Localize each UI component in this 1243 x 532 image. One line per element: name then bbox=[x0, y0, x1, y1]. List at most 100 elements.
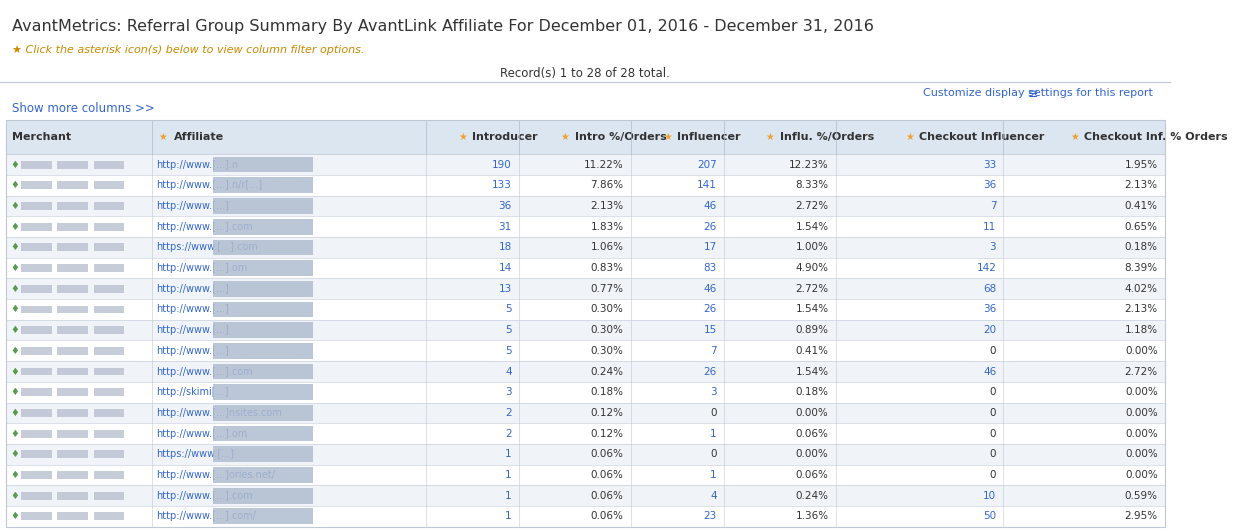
Text: ★: ★ bbox=[664, 132, 672, 142]
Bar bbox=[214, 467, 313, 483]
Bar bbox=[214, 343, 313, 359]
Text: 83: 83 bbox=[704, 263, 717, 273]
Text: 26: 26 bbox=[704, 367, 717, 377]
Bar bbox=[21, 326, 51, 334]
Text: ♦: ♦ bbox=[10, 243, 20, 252]
Bar bbox=[93, 223, 124, 231]
Text: 0.12%: 0.12% bbox=[590, 408, 624, 418]
Text: 2.72%: 2.72% bbox=[796, 284, 829, 294]
Text: Affiliate: Affiliate bbox=[174, 132, 224, 142]
Bar bbox=[6, 299, 1165, 320]
Text: ♦: ♦ bbox=[10, 367, 20, 377]
Text: http://www.[...].n: http://www.[...].n bbox=[155, 160, 239, 170]
Text: ♦: ♦ bbox=[10, 160, 20, 170]
Bar bbox=[21, 223, 51, 231]
Bar bbox=[57, 492, 88, 500]
Text: 26: 26 bbox=[704, 304, 717, 314]
Text: 1: 1 bbox=[505, 491, 512, 501]
Text: ♦: ♦ bbox=[10, 201, 20, 211]
Bar bbox=[57, 451, 88, 458]
Text: 3: 3 bbox=[505, 387, 512, 397]
Bar bbox=[93, 492, 124, 500]
Bar bbox=[214, 281, 313, 297]
Bar bbox=[57, 161, 88, 169]
Text: Merchant: Merchant bbox=[11, 132, 71, 142]
Bar bbox=[6, 506, 1165, 527]
Bar bbox=[214, 302, 313, 317]
Bar bbox=[93, 388, 124, 396]
Text: 68: 68 bbox=[983, 284, 997, 294]
Text: ♦: ♦ bbox=[10, 449, 20, 459]
Bar bbox=[6, 485, 1165, 506]
Bar bbox=[93, 305, 124, 313]
Text: ♦: ♦ bbox=[10, 429, 20, 438]
Text: ♦: ♦ bbox=[10, 263, 20, 273]
Bar bbox=[214, 446, 313, 462]
Text: 142: 142 bbox=[977, 263, 997, 273]
Text: 0.24%: 0.24% bbox=[590, 367, 624, 377]
Text: http://www.[...]: http://www.[...] bbox=[155, 201, 229, 211]
Text: http://www.[...]ories.net/: http://www.[...]ories.net/ bbox=[155, 470, 275, 480]
Text: 31: 31 bbox=[498, 222, 512, 232]
Text: 0.30%: 0.30% bbox=[590, 304, 624, 314]
Bar bbox=[214, 405, 313, 421]
Text: 13: 13 bbox=[498, 284, 512, 294]
Text: ★: ★ bbox=[905, 132, 914, 142]
Text: 5: 5 bbox=[505, 325, 512, 335]
Text: 0.24%: 0.24% bbox=[796, 491, 829, 501]
Text: 0: 0 bbox=[710, 449, 717, 459]
Text: 207: 207 bbox=[697, 160, 717, 170]
Text: 0.00%: 0.00% bbox=[1125, 449, 1157, 459]
Bar bbox=[21, 451, 51, 458]
Text: http://www.[...].n/r[...]: http://www.[...].n/r[...] bbox=[155, 180, 262, 190]
Bar bbox=[21, 430, 51, 437]
Text: https://www.[...]: https://www.[...] bbox=[155, 449, 234, 459]
Text: 0: 0 bbox=[989, 449, 997, 459]
Text: 46: 46 bbox=[704, 201, 717, 211]
Text: 12.23%: 12.23% bbox=[789, 160, 829, 170]
Bar bbox=[93, 202, 124, 210]
Text: 4.02%: 4.02% bbox=[1125, 284, 1157, 294]
Text: 0.00%: 0.00% bbox=[1125, 346, 1157, 356]
Text: 8.39%: 8.39% bbox=[1125, 263, 1157, 273]
Bar bbox=[6, 278, 1165, 299]
Text: http://www.[...].om: http://www.[...].om bbox=[155, 429, 247, 438]
Text: 4: 4 bbox=[505, 367, 512, 377]
Text: https://www.[...].com: https://www.[...].com bbox=[155, 243, 257, 252]
Bar bbox=[6, 217, 1165, 237]
Text: 2.13%: 2.13% bbox=[590, 201, 624, 211]
Bar bbox=[6, 237, 1165, 257]
Text: 8.33%: 8.33% bbox=[796, 180, 829, 190]
Text: 0.06%: 0.06% bbox=[590, 470, 624, 480]
Bar bbox=[93, 285, 124, 293]
Bar bbox=[21, 368, 51, 376]
Text: 0.30%: 0.30% bbox=[590, 346, 624, 356]
Bar bbox=[21, 305, 51, 313]
Bar bbox=[214, 219, 313, 235]
Bar bbox=[6, 382, 1165, 403]
Text: 1.06%: 1.06% bbox=[590, 243, 624, 252]
Text: 0.65%: 0.65% bbox=[1125, 222, 1157, 232]
Text: http://www.[...].com: http://www.[...].com bbox=[155, 222, 252, 232]
Text: 1.00%: 1.00% bbox=[796, 243, 829, 252]
Text: 17: 17 bbox=[704, 243, 717, 252]
Text: 1.18%: 1.18% bbox=[1125, 325, 1157, 335]
Text: ♦: ♦ bbox=[10, 408, 20, 418]
Text: 0: 0 bbox=[989, 346, 997, 356]
Bar bbox=[57, 512, 88, 520]
Bar bbox=[57, 181, 88, 189]
Text: 4.90%: 4.90% bbox=[796, 263, 829, 273]
Text: 1: 1 bbox=[710, 429, 717, 438]
Text: 0.06%: 0.06% bbox=[590, 511, 624, 521]
Text: AvantMetrics: Referral Group Summary By AvantLink Affiliate For December 01, 201: AvantMetrics: Referral Group Summary By … bbox=[11, 19, 874, 34]
Text: 36: 36 bbox=[498, 201, 512, 211]
Text: ♦: ♦ bbox=[10, 470, 20, 480]
Text: 0.41%: 0.41% bbox=[1125, 201, 1157, 211]
Text: 1.36%: 1.36% bbox=[796, 511, 829, 521]
Text: ♦: ♦ bbox=[10, 222, 20, 232]
Text: 1.54%: 1.54% bbox=[796, 367, 829, 377]
Text: ♦: ♦ bbox=[10, 346, 20, 356]
Bar bbox=[93, 368, 124, 376]
Bar bbox=[21, 285, 51, 293]
Text: Introducer: Introducer bbox=[472, 132, 538, 142]
